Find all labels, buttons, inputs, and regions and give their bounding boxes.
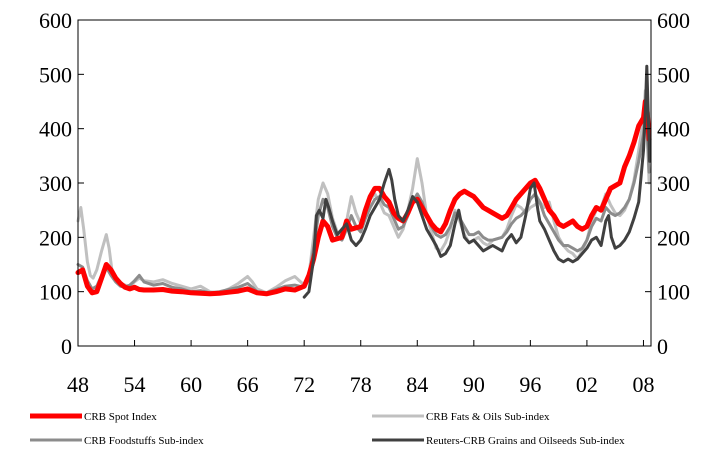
x-tick-label: 90 xyxy=(463,372,485,397)
x-tick-label: 72 xyxy=(293,372,315,397)
plot-frame xyxy=(77,19,652,347)
y-tick-label-left: 200 xyxy=(39,225,72,250)
y-tick-label-left: 0 xyxy=(61,334,72,359)
series-line-3 xyxy=(76,110,651,295)
x-tick-label: 08 xyxy=(632,372,654,397)
y-tick-label-right: 200 xyxy=(657,225,690,250)
x-tick-label: 02 xyxy=(576,372,598,397)
series-layer xyxy=(75,64,652,299)
x-tick-label: 66 xyxy=(237,372,259,397)
y-tick-label-left: 100 xyxy=(39,280,72,305)
y-tick-label-right: 600 xyxy=(657,8,690,33)
x-tick-label: 54 xyxy=(124,372,146,397)
series-line-4 xyxy=(302,64,652,299)
series-line-2 xyxy=(76,89,651,295)
y-tick-label-left: 400 xyxy=(39,117,72,142)
axis-layer: 0 0 100 100 200 200 300 300 400 400 500 500 600 600 48… xyxy=(39,8,690,397)
x-tick-label: 96 xyxy=(519,372,541,397)
series-line-1 xyxy=(75,99,652,297)
y-tick-label-right: 300 xyxy=(657,171,690,196)
y-tick-label-right: 400 xyxy=(657,117,690,142)
y-tick-label-right: 500 xyxy=(657,62,690,87)
legend-label: CRB Fats & Oils Sub-index xyxy=(426,411,550,423)
y-tick-label-right: 100 xyxy=(657,280,690,305)
legend-label: CRB Foodstuffs Sub-index xyxy=(84,435,204,447)
legend: CRB Spot Index CRB Fats & Oils Sub-index C… xyxy=(30,411,625,447)
x-tick-label: 48 xyxy=(67,372,89,397)
legend-label: Reuters-CRB Grains and Oilseeds Sub-inde… xyxy=(426,435,625,447)
y-tick-label-left: 500 xyxy=(39,62,72,87)
x-tick-label: 84 xyxy=(406,372,428,397)
y-tick-label-left: 600 xyxy=(39,8,72,33)
legend-label: CRB Spot Index xyxy=(84,411,157,423)
x-tick-label: 60 xyxy=(180,372,202,397)
x-tick-label: 78 xyxy=(350,372,372,397)
y-tick-label-right: 0 xyxy=(657,334,668,359)
y-tick-label-left: 300 xyxy=(39,171,72,196)
